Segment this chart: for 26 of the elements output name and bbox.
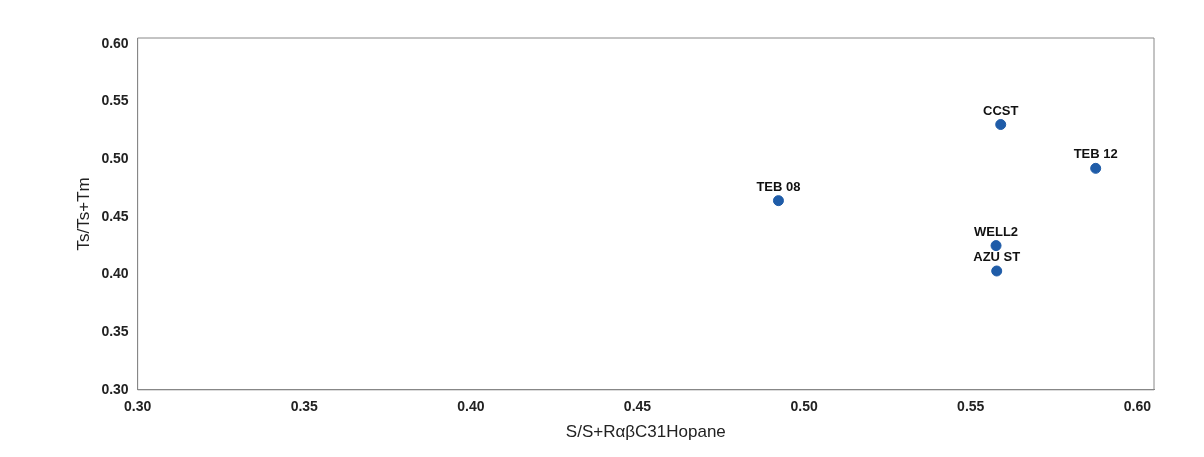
x-axis-title: S/S+RαβC31Hopane: [565, 422, 726, 442]
point: [990, 240, 1002, 252]
annotation: CCST: [983, 102, 1019, 118]
y-tick-label: 0.55: [101, 92, 129, 109]
annotation: AZU ST: [973, 249, 1021, 265]
x-tick-label: 0.35: [290, 398, 319, 415]
point: [995, 119, 1007, 131]
point: [1090, 162, 1102, 174]
y-tick-label: 0.35: [101, 322, 129, 339]
annotation: TEB 12: [1073, 146, 1118, 162]
y-tick-label: 0.50: [101, 149, 129, 166]
annotation: WELL2: [974, 223, 1019, 239]
y-tick-label: 0.60: [101, 34, 129, 51]
x-tick-label: 0.45: [623, 398, 652, 415]
x-tick-label: 0.60: [1123, 398, 1152, 415]
x-tick-label: 0.50: [790, 398, 818, 415]
y-tick-label: 0.30: [101, 380, 129, 397]
y-axis-title: Ts/Ts+Tm: [73, 177, 93, 251]
y-tick-label: 0.45: [101, 207, 129, 224]
annotation: TEB 08: [756, 178, 801, 194]
x-tick-label: 0.55: [957, 398, 985, 415]
point: [772, 195, 784, 207]
x-tick-label: 0.40: [457, 398, 485, 415]
y-tick-label: 0.40: [101, 265, 129, 282]
x-tick-label: 0.30: [124, 398, 152, 415]
point: [991, 265, 1003, 277]
